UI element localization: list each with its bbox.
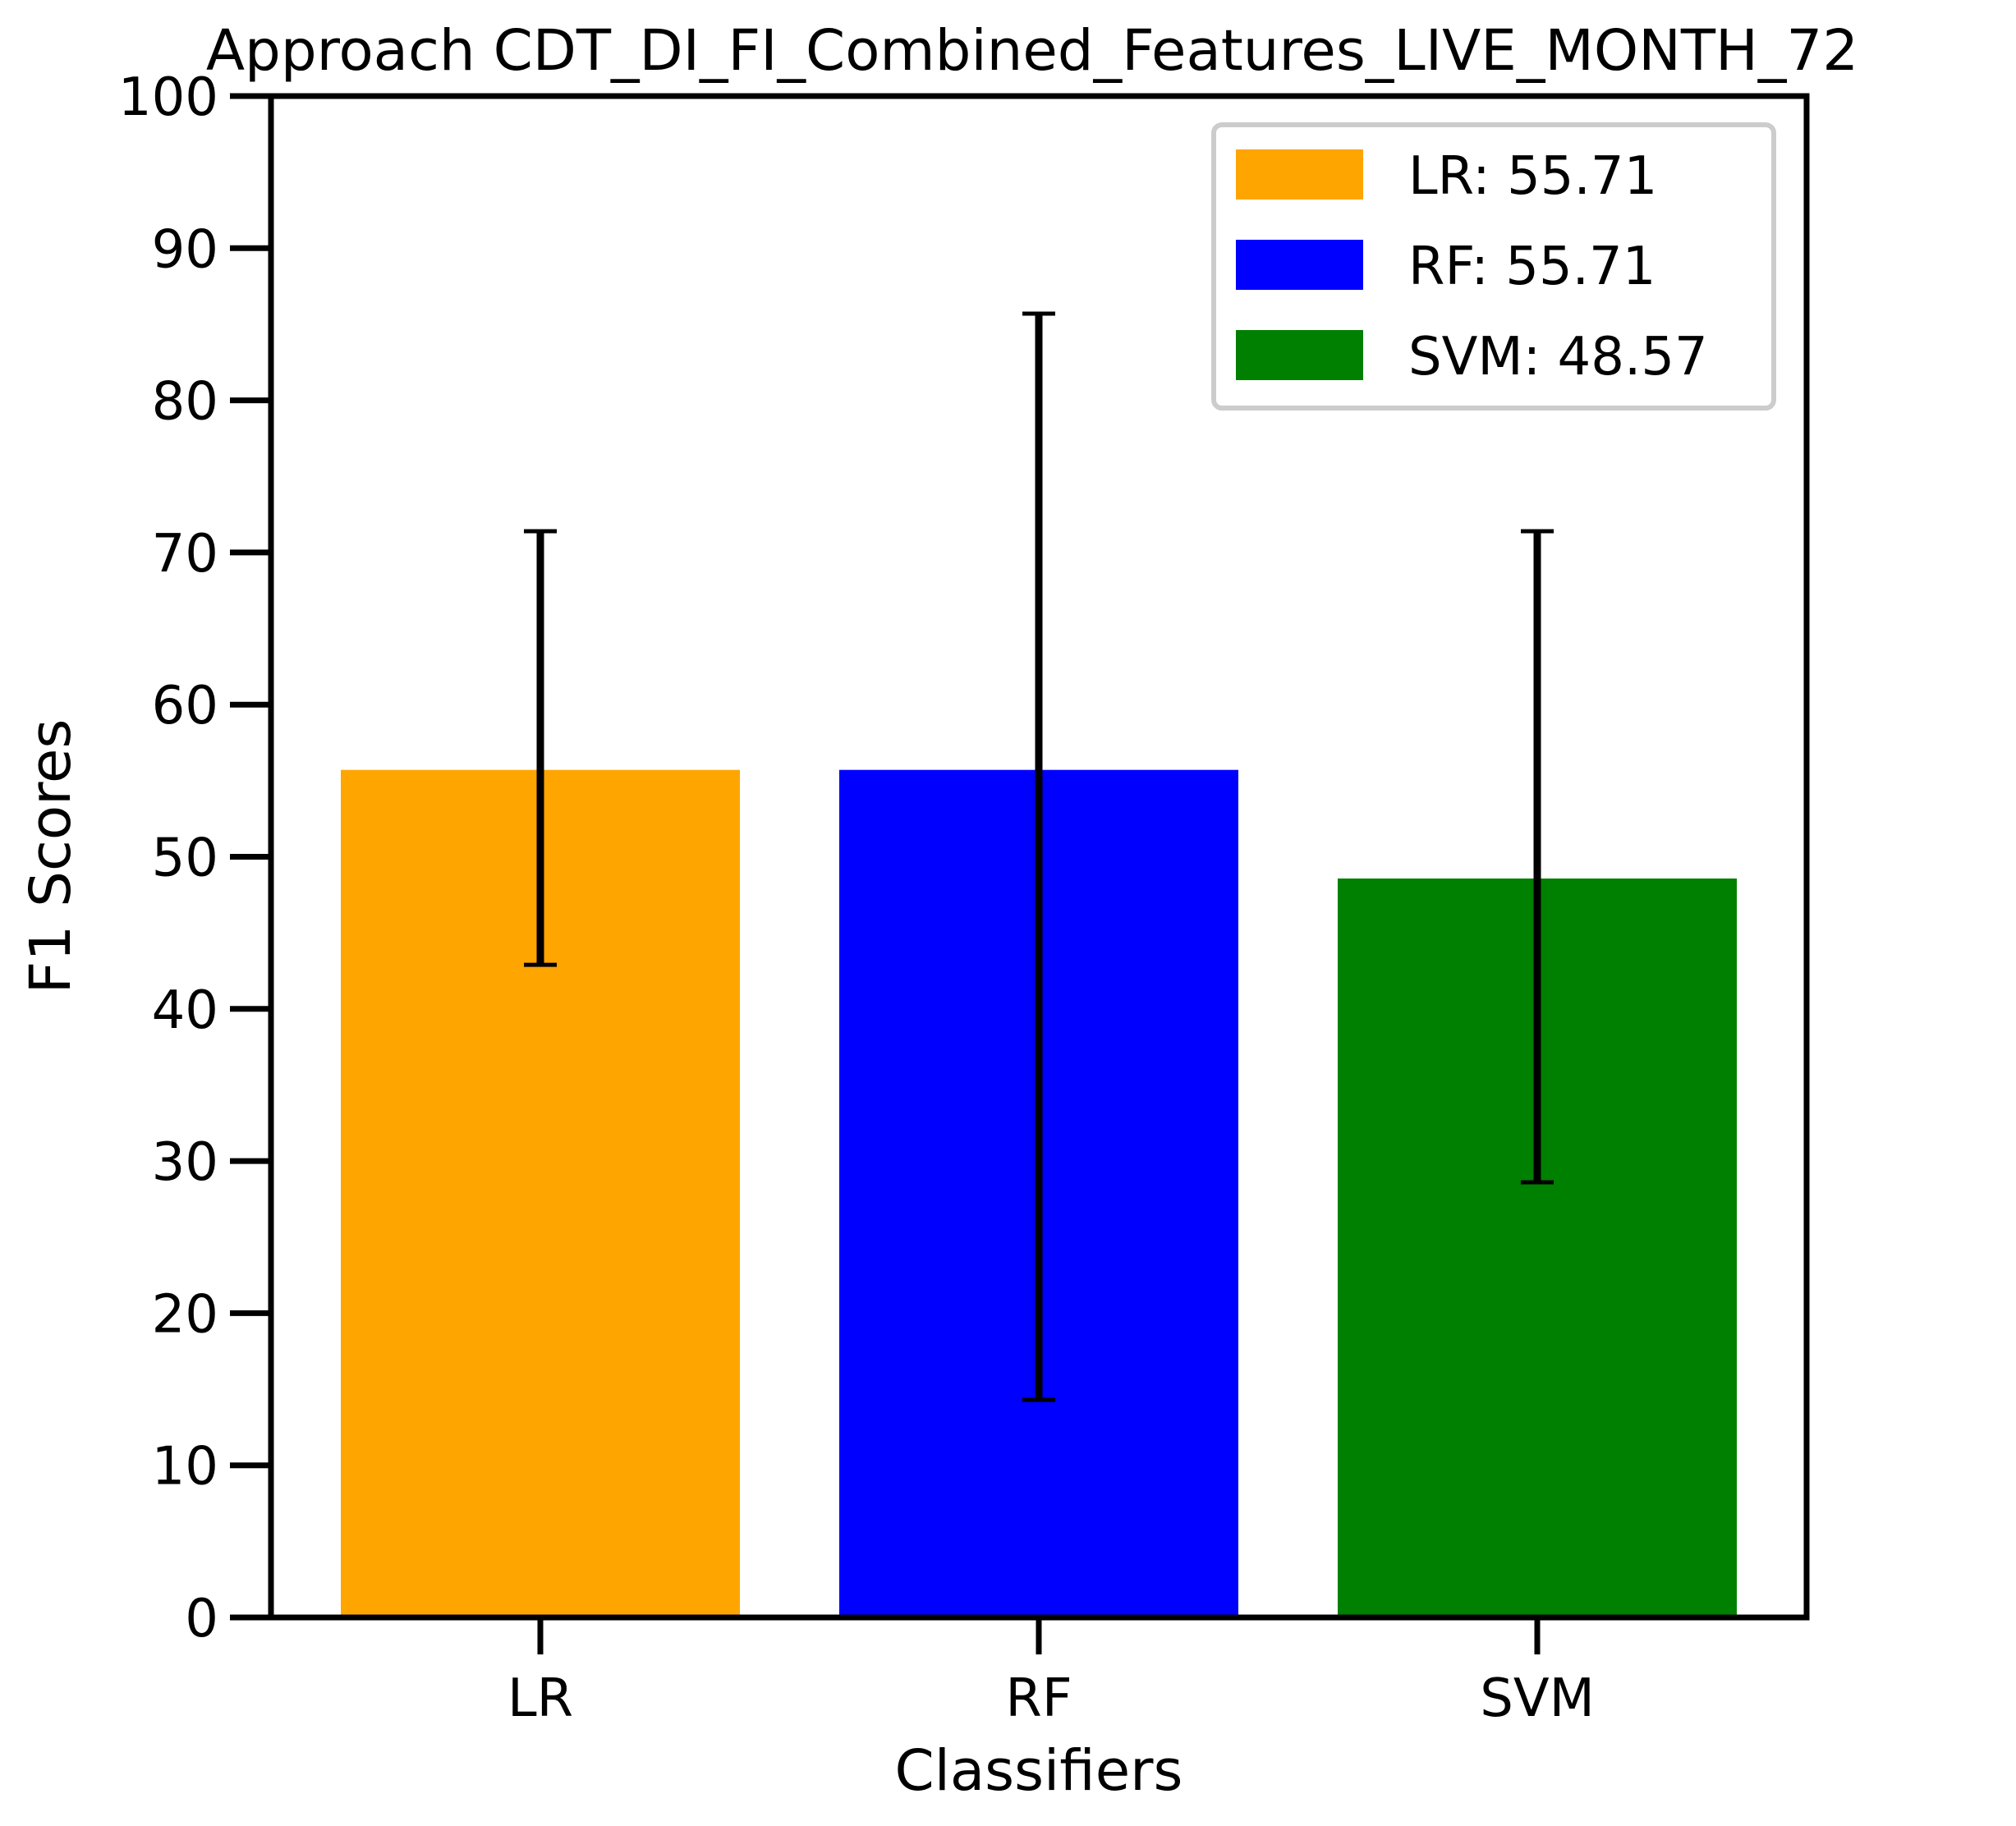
legend-label-lr: LR: 55.71 (1408, 146, 1657, 207)
y-tick-label-100: 100 (118, 67, 218, 128)
legend-swatch-lr (1236, 149, 1363, 200)
y-tick-label-40: 40 (152, 980, 218, 1041)
legend-label-rf: RF: 55.71 (1408, 236, 1656, 297)
legend-label-svm: SVM: 48.57 (1408, 327, 1708, 388)
y-tick-label-90: 90 (152, 219, 218, 280)
legend-swatch-svm (1236, 330, 1363, 380)
y-axis-label: F1 Scores (18, 719, 84, 994)
y-tick-label-80: 80 (152, 372, 218, 433)
y-tick-label-0: 0 (185, 1589, 218, 1649)
chart-title: Approach CDT_DI_FI_Combined_Features_LIV… (206, 18, 1858, 84)
y-tick-label-20: 20 (152, 1284, 218, 1345)
x-axis-label: Classifiers (895, 1738, 1183, 1804)
legend: LR: 55.71 RF: 55.71 SVM: 48.57 (1211, 122, 1776, 411)
y-tick-label-70: 70 (152, 524, 218, 585)
y-tick-label-30: 30 (152, 1132, 218, 1193)
x-tick-label-rf: RF (1005, 1668, 1072, 1729)
x-tick-label-lr: LR (507, 1668, 573, 1729)
y-tick-label-50: 50 (152, 828, 218, 889)
x-axis: LR RF SVM (507, 1617, 1595, 1729)
x-tick-label-svm: SVM (1480, 1668, 1595, 1729)
legend-swatch-rf (1236, 240, 1363, 290)
y-tick-label-60: 60 (152, 676, 218, 736)
legend-items: LR: 55.71 RF: 55.71 SVM: 48.57 (1236, 146, 1708, 388)
y-tick-label-10: 10 (152, 1437, 218, 1498)
y-axis: 0 10 20 30 40 50 60 70 80 90 100 (118, 67, 271, 1649)
error-bars-layer (524, 311, 1554, 1402)
